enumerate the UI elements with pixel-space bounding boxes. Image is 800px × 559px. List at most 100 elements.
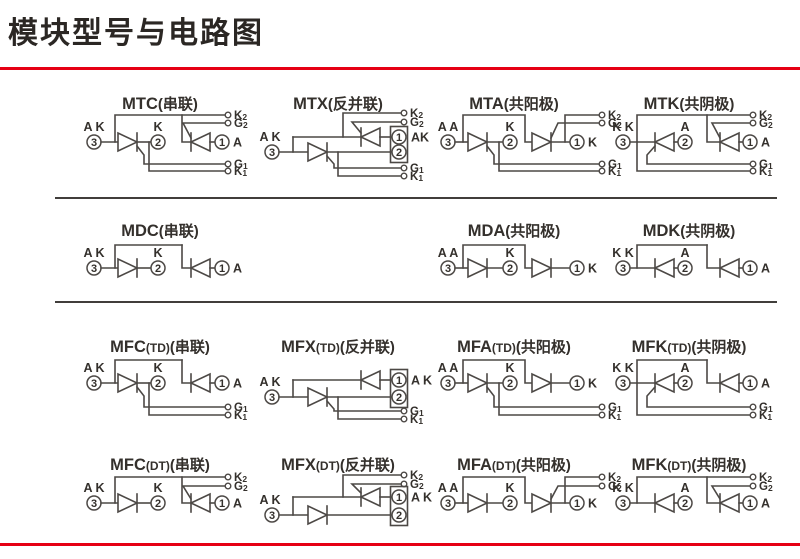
row-separator-1: [55, 197, 777, 199]
terminal-label: K: [588, 136, 597, 150]
wire: [636, 114, 751, 143]
diode-symbol: [718, 372, 740, 394]
terminal-label: A A: [438, 120, 459, 134]
wire: [337, 396, 402, 420]
wire: [181, 122, 226, 140]
wire: [706, 114, 721, 143]
wire: [564, 476, 600, 504]
aux-terminal-label: G1: [608, 159, 622, 171]
wire: [114, 359, 183, 384]
terminal-pin-number: 2: [155, 378, 161, 390]
terminal-label: A A: [438, 361, 459, 375]
aux-terminal-label: G1: [410, 163, 424, 175]
aux-terminal-K1: [224, 411, 232, 419]
aux-terminal-K1: [598, 167, 606, 175]
wire: [181, 244, 192, 269]
terminal-pin-1: [742, 260, 758, 276]
terminal-pin-number: 3: [445, 137, 451, 149]
terminal-pin-1: [214, 495, 230, 511]
wire: [710, 122, 751, 140]
aux-terminal-label: G1: [759, 402, 773, 414]
aux-terminal-label: K1: [234, 166, 247, 178]
terminal-pin-number: 3: [91, 263, 97, 275]
terminal-label: A K: [83, 481, 104, 495]
aux-terminal-G1: [400, 164, 408, 172]
aux-terminal-label: K2: [234, 472, 247, 484]
terminal-pin-2: [391, 144, 407, 160]
wire: [350, 121, 402, 135]
thyristor-symbol: [359, 126, 381, 148]
terminal-pin-number: 3: [91, 137, 97, 149]
aux-terminal-label: G2: [234, 118, 248, 130]
diagram-title: MFK(DT)(共阴极): [632, 456, 747, 474]
diagram-title: MTX(反并联): [293, 95, 383, 113]
aux-terminal-label: G1: [234, 159, 248, 171]
terminal-pin-number: 1: [747, 378, 753, 390]
diode-symbol: [359, 369, 381, 391]
wire: [135, 144, 226, 165]
aux-terminal-label: G2: [759, 481, 773, 493]
terminal-label: A K: [411, 374, 432, 388]
wire: [706, 476, 721, 504]
wire: [181, 476, 192, 504]
aux-terminal-K2: [224, 473, 232, 481]
terminal-label: K: [588, 377, 597, 391]
terminal-pin-2: [677, 495, 693, 511]
aux-terminal-G1: [224, 160, 232, 168]
terminal-pin-1: [569, 495, 585, 511]
terminal-pin-1: [214, 134, 230, 150]
terminal-pin-1: [214, 375, 230, 391]
terminal-pin-number: 2: [682, 378, 688, 390]
aux-terminal-K1: [400, 415, 408, 423]
wire: [337, 151, 402, 177]
terminal-pin-number: 3: [445, 263, 451, 275]
diode-symbol: [467, 492, 489, 514]
wire: [342, 474, 402, 498]
thyristor-symbol: [531, 131, 553, 153]
aux-terminal-K1: [400, 172, 408, 180]
terminal-label: A A: [438, 246, 459, 260]
aux-terminal-G1: [749, 403, 757, 411]
terminal-label: K: [505, 361, 514, 375]
terminal-pin-number: 2: [682, 498, 688, 510]
diode-symbol: [531, 257, 553, 279]
terminal-pin-number: 2: [396, 147, 402, 159]
terminal-label: A: [761, 377, 770, 391]
diagram-title: MDA(共阳极): [468, 222, 561, 240]
terminal-label: K: [153, 361, 162, 375]
terminal-pin-2: [150, 260, 166, 276]
aux-terminal-label: K1: [608, 410, 621, 422]
thyristor-symbol: [718, 131, 740, 153]
diagram-title: MDK(共阴极): [643, 222, 736, 240]
aux-terminal-G1: [749, 160, 757, 168]
diode-symbol: [467, 257, 489, 279]
aux-terminal-label: G1: [608, 402, 622, 414]
diagram-title: MFA(DT)(共阳极): [457, 456, 571, 474]
terminal-pin-number: 2: [507, 263, 513, 275]
terminal-pin-1: [391, 372, 407, 388]
terminal-pin-number: 3: [269, 392, 275, 404]
aux-terminal-label: G2: [410, 117, 424, 129]
aux-terminal-label: G2: [410, 479, 424, 491]
diode-symbol: [189, 257, 211, 279]
wire: [636, 244, 708, 269]
aux-terminal-label: K2: [410, 108, 423, 120]
wire: [706, 359, 721, 384]
wire: [498, 141, 600, 172]
terminal-label: A K: [83, 246, 104, 260]
terminal-label: K: [153, 120, 162, 134]
terminal-pin-number: 3: [445, 498, 451, 510]
terminal-pin-2: [677, 260, 693, 276]
terminal-label: A K: [83, 120, 104, 134]
wire: [325, 399, 402, 412]
aux-terminal-label: K1: [759, 410, 772, 422]
terminal-pin-2: [677, 375, 693, 391]
wire: [181, 359, 192, 384]
terminal-pin-number: 3: [620, 263, 626, 275]
